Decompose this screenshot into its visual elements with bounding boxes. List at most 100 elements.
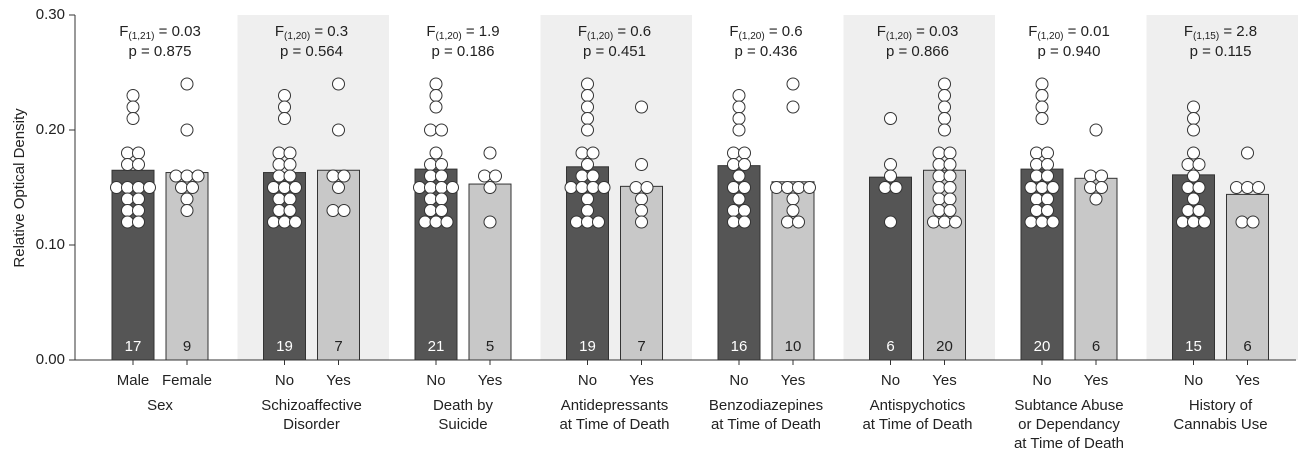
- data-point: [938, 89, 951, 102]
- f-value: = 0.3: [310, 23, 348, 40]
- data-point: [483, 146, 497, 160]
- data-point: [1192, 158, 1206, 171]
- group-shade: [237, 15, 389, 360]
- data-point: [938, 215, 951, 229]
- data-point: [1084, 169, 1097, 183]
- data-point: [792, 181, 805, 194]
- data-point: [732, 89, 746, 102]
- f-df: (1,20): [587, 31, 613, 42]
- group-label: at Time of Death: [559, 416, 669, 433]
- f-df: (1,20): [739, 31, 765, 42]
- f-symbol: F: [426, 23, 435, 40]
- data-point: [1089, 123, 1103, 137]
- f-value: = 0.6: [765, 23, 803, 40]
- count-label: 6: [886, 338, 894, 355]
- count-label: 6: [1092, 338, 1100, 355]
- data-point: [175, 181, 188, 194]
- data-point: [1041, 192, 1054, 206]
- data-point: [1024, 215, 1038, 229]
- p-value: p = 0.866: [886, 43, 949, 60]
- bar: [468, 183, 512, 361]
- data-point: [1035, 215, 1049, 229]
- data-point: [180, 169, 194, 183]
- f-value: = 0.01: [1064, 23, 1110, 40]
- data-point: [1187, 123, 1200, 137]
- data-point: [272, 204, 286, 217]
- data-point: [884, 169, 897, 183]
- data-point: [435, 181, 448, 194]
- data-point: [483, 215, 497, 229]
- data-point: [792, 215, 805, 229]
- data-point: [1187, 100, 1200, 114]
- data-point: [326, 204, 340, 217]
- f-statistic: F(1,20) = 0.3: [275, 23, 348, 42]
- data-point: [1181, 158, 1195, 171]
- data-point: [429, 89, 443, 102]
- data-point: [121, 146, 134, 160]
- data-point: [803, 181, 816, 194]
- data-point: [586, 181, 600, 194]
- data-point: [435, 169, 448, 183]
- count-label: 10: [785, 338, 802, 355]
- data-point: [1187, 215, 1200, 229]
- x-tick-label: Male: [117, 372, 150, 389]
- data-point: [727, 158, 740, 171]
- data-point: [1187, 192, 1200, 206]
- data-point: [1252, 181, 1265, 194]
- count-label: 5: [486, 338, 494, 355]
- group-label: Disorder: [283, 416, 340, 433]
- f-value: = 0.03: [912, 23, 958, 40]
- data-point: [429, 146, 443, 160]
- group-label: at Time of Death: [862, 416, 972, 433]
- data-point: [770, 181, 783, 194]
- count-label: 16: [731, 338, 748, 355]
- data-point: [132, 181, 145, 194]
- data-point: [272, 192, 286, 206]
- data-point: [126, 112, 140, 125]
- data-point: [180, 204, 194, 217]
- data-point: [581, 192, 594, 206]
- data-point: [884, 215, 897, 229]
- data-point: [1035, 112, 1049, 125]
- data-point: [1241, 181, 1254, 194]
- f-symbol: F: [1028, 23, 1037, 40]
- data-point: [1192, 181, 1206, 194]
- f-symbol: F: [578, 23, 587, 40]
- count-label: 15: [1185, 338, 1202, 355]
- data-point: [424, 204, 437, 217]
- data-point: [424, 169, 437, 183]
- data-point: [781, 215, 794, 229]
- data-point: [738, 146, 751, 160]
- data-point: [943, 158, 957, 171]
- x-tick-label: Yes: [326, 372, 350, 389]
- x-tick-label: No: [729, 372, 748, 389]
- data-point: [586, 169, 600, 183]
- group-label: at Time of Death: [711, 416, 821, 433]
- data-point: [943, 169, 957, 183]
- bar: [1172, 174, 1215, 361]
- data-point: [1181, 204, 1195, 217]
- data-point: [786, 100, 800, 114]
- data-point: [727, 181, 740, 194]
- data-point: [278, 215, 291, 229]
- data-point: [564, 181, 578, 194]
- group-label: Suicide: [438, 416, 487, 433]
- data-point: [180, 192, 194, 206]
- data-point: [592, 215, 605, 229]
- data-point: [781, 181, 794, 194]
- data-point: [640, 181, 654, 194]
- group-shade: [540, 15, 692, 360]
- data-point: [126, 89, 140, 102]
- f-symbol: F: [119, 23, 128, 40]
- data-point: [786, 77, 800, 91]
- data-point: [440, 215, 454, 229]
- data-point: [283, 192, 297, 206]
- data-point: [727, 146, 740, 160]
- data-point: [424, 192, 437, 206]
- data-point: [283, 169, 297, 183]
- bar: [1074, 177, 1118, 361]
- x-tick-label: Yes: [629, 372, 653, 389]
- data-point: [429, 100, 443, 114]
- data-point: [1089, 192, 1103, 206]
- data-point: [932, 192, 946, 206]
